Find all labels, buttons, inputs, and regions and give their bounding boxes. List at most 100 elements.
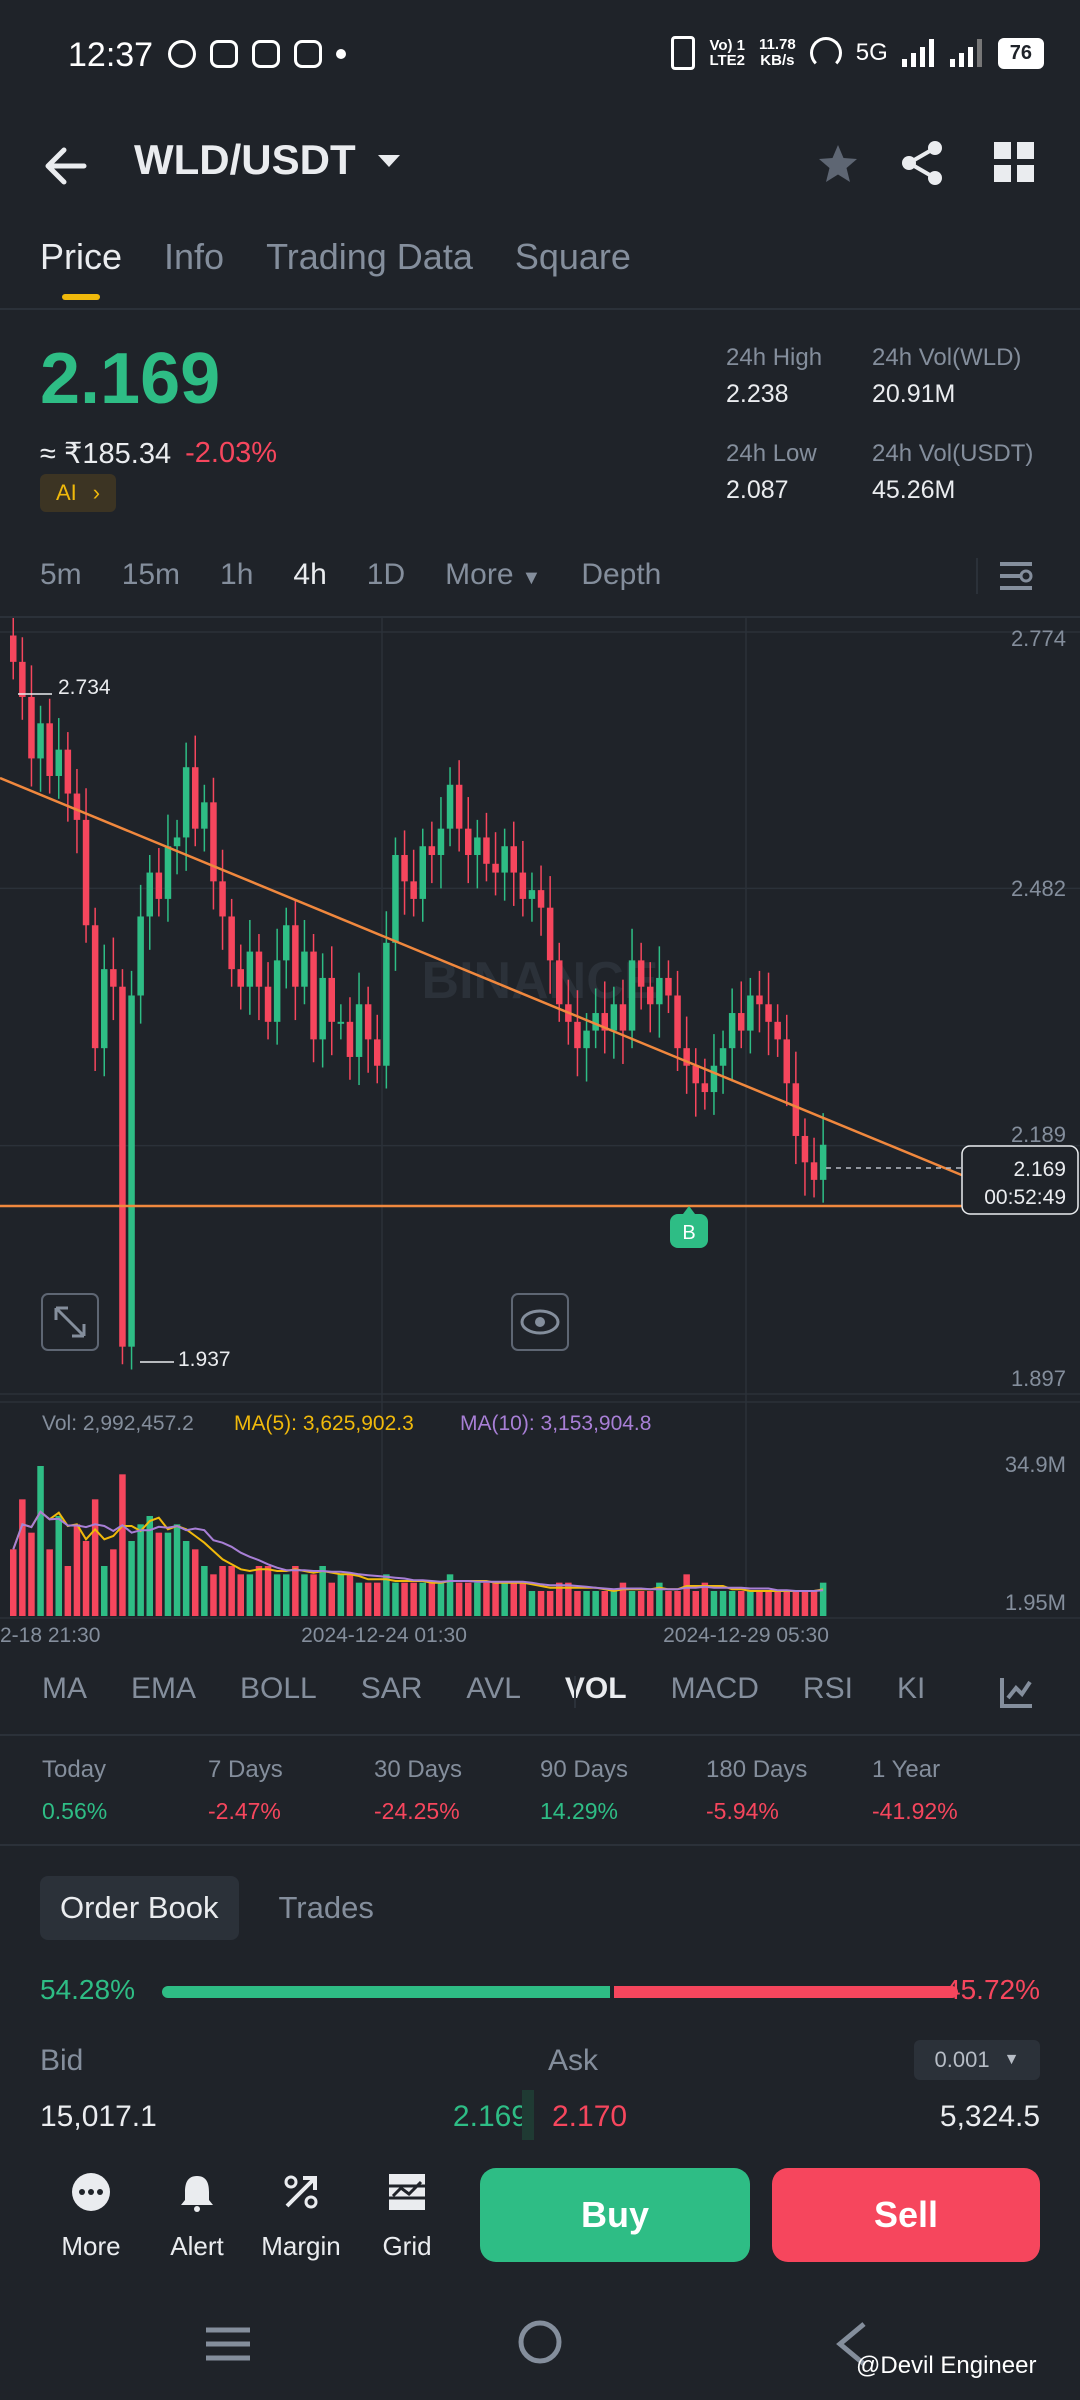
- candle: [683, 1048, 690, 1066]
- interval-1h[interactable]: 1h: [220, 558, 254, 591]
- interval-5m[interactable]: 5m: [40, 558, 82, 591]
- share-icon[interactable]: [900, 140, 944, 186]
- candle: [656, 977, 663, 1005]
- more-dot-icon: [336, 49, 346, 59]
- volume-bar: [283, 1574, 290, 1616]
- candle: [146, 872, 153, 917]
- bid-ask-ratio: 54.28% 45.72%: [40, 1972, 1040, 2012]
- volume-bar: [710, 1591, 718, 1616]
- candle: [455, 784, 463, 829]
- pair-selector[interactable]: WLD/USDT: [134, 136, 404, 184]
- ma5-label: MA(5): 3,625,902.3: [234, 1412, 414, 1435]
- interval-4h[interactable]: 4h: [293, 558, 327, 591]
- instagram-icon: [294, 40, 322, 68]
- current-price-box[interactable]: 2.169 00:52:49: [961, 1145, 1079, 1215]
- indicator-boll[interactable]: BOLL: [240, 1672, 317, 1705]
- visibility-button[interactable]: [511, 1293, 569, 1351]
- candle: [46, 723, 53, 776]
- nav-grid[interactable]: Grid: [372, 2172, 442, 2262]
- y-tick: 2.189: [1011, 1122, 1066, 1147]
- perf-label: Today: [42, 1756, 107, 1783]
- volume-bar: [574, 1591, 581, 1616]
- volume-bar: [674, 1591, 681, 1616]
- interval-15m[interactable]: 15m: [121, 558, 181, 591]
- bid-header: Bid: [40, 2044, 84, 2077]
- system-icons: Vo) 1 LTE2 11.78 KB/s 5G 76: [671, 36, 1044, 70]
- candle: [710, 1065, 718, 1093]
- trendline-resistance[interactable]: [0, 776, 965, 1178]
- candle: [719, 1048, 727, 1066]
- ask-header: Ask: [548, 2044, 599, 2077]
- menu-icon[interactable]: [204, 2324, 252, 2364]
- volume-bar: [164, 1532, 172, 1616]
- back-arrow-icon[interactable]: [44, 144, 88, 188]
- perf-label: 180 Days: [706, 1756, 808, 1783]
- indicator-sar[interactable]: SAR: [360, 1672, 423, 1705]
- perf-label: 30 Days: [374, 1756, 463, 1783]
- trade-marker[interactable]: B: [670, 1206, 708, 1248]
- volume-bar: [546, 1591, 554, 1616]
- precision-select[interactable]: 0.001 ▼: [914, 2040, 1040, 2080]
- indicator-rsi[interactable]: RSI: [802, 1672, 853, 1705]
- volume-bar: [510, 1582, 517, 1616]
- volume-bar: [73, 1524, 81, 1616]
- chart-settings-icon[interactable]: [998, 558, 1034, 594]
- candle: [574, 1021, 581, 1049]
- candle: [783, 1039, 790, 1084]
- perf-value: -41.92%: [872, 1798, 958, 1824]
- candle: [410, 881, 417, 899]
- volume-bar: [747, 1591, 754, 1616]
- home-icon[interactable]: [516, 2318, 564, 2366]
- main-tabs: Price Info Trading Data Square: [40, 236, 631, 300]
- back-icon[interactable]: [834, 2320, 868, 2368]
- pair-title: WLD/USDT: [134, 136, 356, 183]
- perf-30d: 30 Days -24.25%: [374, 1756, 540, 1825]
- expand-button[interactable]: [41, 1293, 99, 1351]
- volume-bar: [783, 1591, 790, 1616]
- nav-margin[interactable]: Margin: [256, 2172, 346, 2262]
- tab-info[interactable]: Info: [164, 236, 225, 277]
- tab-square[interactable]: Square: [514, 236, 631, 277]
- x-tick: 2024-12-29 05:30: [663, 1624, 829, 1647]
- low-marker: 1.937: [178, 1348, 231, 1371]
- indicator-kdj[interactable]: KI: [896, 1672, 926, 1705]
- candle: [91, 925, 99, 1049]
- indicator-macd[interactable]: MACD: [670, 1672, 759, 1705]
- candle: [483, 837, 490, 864]
- interval-depth[interactable]: Depth: [581, 558, 662, 591]
- buy-button[interactable]: Buy: [480, 2168, 750, 2262]
- star-icon[interactable]: [816, 142, 860, 186]
- indicator-ma[interactable]: MA: [42, 1672, 87, 1705]
- caret-down-icon: [377, 155, 400, 167]
- tab-trades[interactable]: Trades: [278, 1890, 374, 1925]
- sell-button[interactable]: Sell: [772, 2168, 1040, 2262]
- volume-bar: [556, 1582, 563, 1616]
- network-type: 5G: [855, 39, 888, 66]
- indicator-ema[interactable]: EMA: [131, 1672, 197, 1705]
- tab-trading-data[interactable]: Trading Data: [266, 236, 473, 277]
- tab-order-book[interactable]: Order Book: [40, 1876, 239, 1940]
- indicator-settings-icon[interactable]: [998, 1674, 1034, 1710]
- margin-icon: [284, 2175, 318, 2209]
- price-chart[interactable]: BINANCE 2.774 2.482 2.189 1.897 2.734 1.…: [0, 618, 1080, 1658]
- candle: [756, 995, 763, 1005]
- candle: [647, 986, 654, 1005]
- volume-bar: [419, 1582, 426, 1616]
- nav-more[interactable]: More: [56, 2172, 126, 2262]
- indicator-avl[interactable]: AVL: [466, 1672, 521, 1705]
- interval-more[interactable]: More ▼: [445, 558, 541, 592]
- interval-1d[interactable]: 1D: [366, 558, 406, 591]
- candle: [692, 1065, 699, 1084]
- volume-bar: [182, 1541, 190, 1616]
- performance-row: Today 0.56% 7 Days -2.47% 30 Days -24.25% 9…: [42, 1756, 1038, 1825]
- nav-alert[interactable]: Alert: [162, 2172, 232, 2262]
- ai-button[interactable]: AI ›: [40, 474, 117, 512]
- indicator-bar: MA EMA BOLL SAR AVL VOL MACD RSI KI: [42, 1672, 925, 1706]
- candle: [273, 960, 281, 1022]
- volume-bar: [346, 1574, 354, 1616]
- grid-menu-icon[interactable]: [994, 142, 1034, 182]
- volume-bar: [119, 1474, 126, 1616]
- tab-price[interactable]: Price: [40, 236, 122, 300]
- battery-icon: 76: [997, 37, 1044, 69]
- volume-bar: [628, 1591, 636, 1616]
